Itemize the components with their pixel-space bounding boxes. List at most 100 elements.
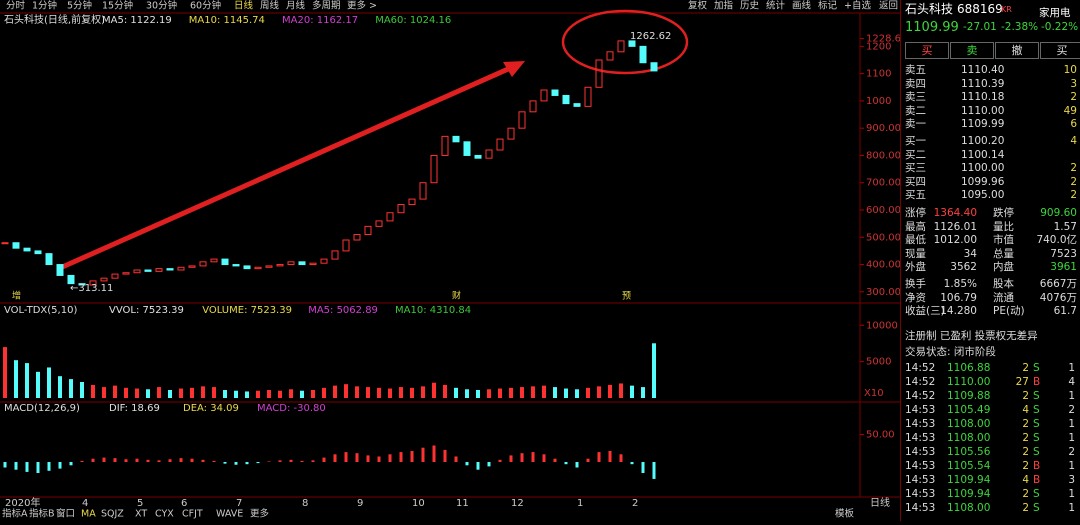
order-price: 1100.14 bbox=[961, 148, 1005, 161]
toolbar-tab[interactable]: 多周期 bbox=[312, 0, 341, 12]
listing-tags: 注册制 已盈利 投票权无差异 bbox=[905, 330, 1038, 342]
order-price: 1110.39 bbox=[961, 77, 1005, 90]
toolbar-button[interactable]: 复权 bbox=[688, 0, 708, 12]
toolbar-tab[interactable]: 分时 bbox=[6, 0, 26, 12]
candle bbox=[122, 272, 130, 275]
volume-bar bbox=[498, 388, 502, 398]
volume-bar bbox=[344, 384, 348, 398]
bottom-tab[interactable]: SQJZ bbox=[101, 509, 124, 520]
trade-button[interactable]: 撤 bbox=[995, 42, 1039, 59]
y-tick-label: 1200 bbox=[866, 41, 891, 52]
candle bbox=[243, 265, 251, 270]
toolbar-tab[interactable]: 15分钟 bbox=[102, 0, 133, 12]
bottom-tab[interactable]: MA bbox=[81, 509, 96, 520]
volume-bar bbox=[377, 387, 381, 398]
trade-time: 14:52 bbox=[905, 376, 936, 388]
candle bbox=[188, 265, 196, 268]
trade-side: S bbox=[1033, 362, 1040, 374]
toolbar-tab[interactable]: 60分钟 bbox=[190, 0, 221, 12]
trade-price: 1105.49 bbox=[947, 404, 991, 416]
bottom-tab[interactable]: WAVE bbox=[216, 509, 243, 520]
y-tick-label: 800.00 bbox=[866, 150, 900, 161]
toolbar-tab[interactable]: 5分钟 bbox=[67, 0, 92, 12]
bottom-tab[interactable]: 指标A bbox=[2, 508, 28, 520]
bottom-tab[interactable]: CFJT bbox=[182, 509, 203, 520]
trade-volume: 2 bbox=[1022, 418, 1029, 430]
volume-bar bbox=[80, 382, 84, 398]
volume-bar bbox=[146, 389, 150, 398]
trade-volume: 2 bbox=[1022, 390, 1029, 402]
indicator-value: MA5: 5062.89 bbox=[308, 305, 378, 316]
stock-tag: KR bbox=[1001, 5, 1012, 14]
candle bbox=[617, 40, 625, 53]
order-price: 1099.96 bbox=[961, 175, 1005, 188]
trade-row: 14:53 1108.00 2 S 1 bbox=[901, 418, 1080, 431]
stat-value: 1012.00 bbox=[933, 234, 977, 247]
indicator-value: DEA: 34.09 bbox=[183, 403, 239, 414]
candle bbox=[485, 149, 493, 159]
toolbar-tab[interactable]: 日线 bbox=[234, 0, 254, 12]
trade-row: 14:53 1105.49 4 S 2 bbox=[901, 404, 1080, 417]
trade-count: 4 bbox=[1068, 376, 1075, 388]
toolbar-tab[interactable]: 30分钟 bbox=[146, 0, 177, 12]
candle bbox=[133, 269, 141, 274]
bottom-tab[interactable]: 窗口 bbox=[56, 508, 75, 520]
toolbar-button[interactable]: +自选 bbox=[844, 0, 871, 12]
trade-time: 14:53 bbox=[905, 432, 936, 444]
trade-row: 14:53 1109.94 4 B 3 bbox=[901, 474, 1080, 487]
candle bbox=[375, 220, 383, 227]
macd-bar bbox=[608, 451, 612, 462]
toolbar-button[interactable]: 历史 bbox=[740, 0, 760, 12]
toolbar-button[interactable]: 加指 bbox=[714, 0, 734, 12]
order-volume: 2 bbox=[1070, 91, 1077, 104]
trade-button[interactable]: 卖 bbox=[950, 42, 994, 59]
trade-count: 2 bbox=[1068, 404, 1075, 416]
trade-button[interactable]: 买 bbox=[905, 42, 949, 59]
toolbar-tab[interactable]: 1分钟 bbox=[32, 0, 57, 12]
toolbar-tab[interactable]: 月线 bbox=[286, 0, 306, 12]
stat-label: 量比 bbox=[993, 220, 1014, 233]
stat-value: 3562 bbox=[950, 261, 977, 274]
order-row: 卖二 1110.00 49 bbox=[901, 105, 1080, 118]
panel-title: 石头科技(日线,前复权) bbox=[4, 13, 105, 26]
macd-bar bbox=[25, 462, 29, 472]
bottom-tab[interactable]: 指标B bbox=[29, 508, 55, 520]
toolbar-tab[interactable]: 更多 > bbox=[347, 0, 377, 12]
toolbar-tab[interactable]: 周线 bbox=[260, 0, 280, 12]
stat-label: 现量 bbox=[905, 247, 926, 260]
bottom-tab[interactable]: XT bbox=[135, 509, 147, 520]
macd-bar bbox=[344, 452, 348, 462]
bottom-tab[interactable]: 更多 bbox=[250, 508, 269, 520]
candle bbox=[507, 127, 515, 140]
order-level: 卖二 bbox=[905, 104, 926, 117]
volume-bar bbox=[179, 388, 183, 398]
bottom-tab[interactable]: CYX bbox=[155, 509, 174, 520]
order-row: 买二 1100.14 bbox=[901, 149, 1080, 162]
trade-count: 1 bbox=[1068, 502, 1075, 514]
y-tick-label: 50.00 bbox=[866, 430, 895, 441]
volume-bar bbox=[36, 371, 40, 398]
stat-row: 现量 34 总量 7523 bbox=[901, 248, 1080, 261]
toolbar-button[interactable]: 画线 bbox=[792, 0, 812, 12]
candle bbox=[34, 250, 42, 255]
macd-bar bbox=[509, 455, 513, 462]
macd-bar bbox=[641, 462, 645, 473]
indicator-value: VVOL: 7523.39 bbox=[109, 305, 184, 316]
x-tick-label: 7 bbox=[236, 498, 242, 509]
toolbar-button[interactable]: 统计 bbox=[766, 0, 786, 12]
trade-row: 14:53 1105.56 2 S 2 bbox=[901, 446, 1080, 459]
trade-button[interactable]: 买 bbox=[1040, 42, 1080, 59]
macd-bar bbox=[146, 459, 150, 462]
candle bbox=[23, 247, 31, 252]
toolbar-button[interactable]: 返回 bbox=[879, 0, 898, 12]
quote-header: 石头科技 688169 KR 家用电 bbox=[901, 3, 1080, 20]
candle bbox=[529, 100, 537, 113]
candle bbox=[45, 253, 53, 266]
sector-name: 家用电 bbox=[1039, 7, 1071, 19]
volume-bar bbox=[333, 385, 337, 398]
trade-side: S bbox=[1033, 488, 1040, 500]
toolbar-button[interactable]: 标记 bbox=[818, 0, 838, 12]
volume-bar bbox=[608, 384, 612, 398]
trade-count: 3 bbox=[1068, 474, 1075, 486]
macd-bar bbox=[245, 462, 249, 465]
